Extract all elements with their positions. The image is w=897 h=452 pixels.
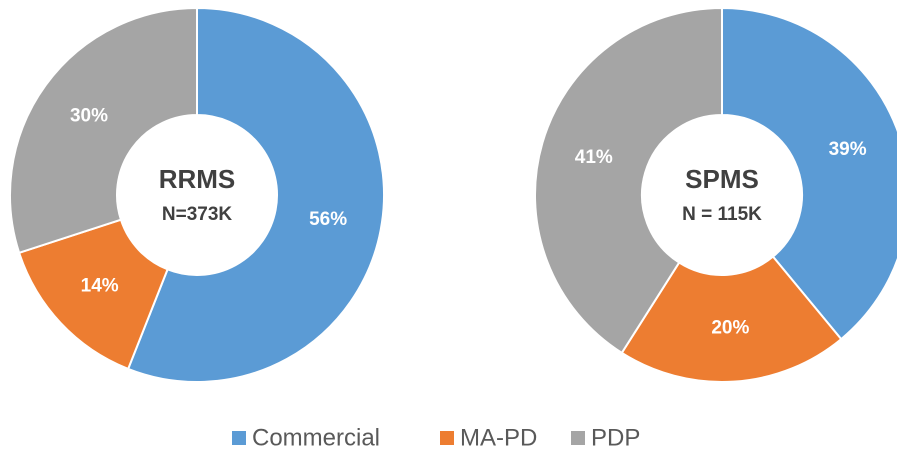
donut-title: SPMS <box>685 164 759 194</box>
legend-label: Commercial <box>252 424 380 451</box>
donut-slice <box>126 6 385 383</box>
slice-label: 30% <box>70 106 108 127</box>
donut-title: RRMS <box>159 164 236 194</box>
legend-swatch <box>232 431 246 445</box>
donut-slice <box>9 6 198 255</box>
donut-subtitle: N=373K <box>162 204 233 225</box>
donut-subtitle: N = 115K <box>682 204 762 225</box>
slice-label: 14% <box>81 275 119 296</box>
legend-swatch <box>571 431 585 445</box>
slice-label: 41% <box>575 147 613 168</box>
legend-swatch <box>440 431 454 445</box>
donut-slice <box>721 6 897 341</box>
legend-label: MA-PD <box>460 424 537 451</box>
legend-label: PDP <box>591 424 640 451</box>
slice-label: 20% <box>711 317 749 338</box>
donut-slice <box>620 255 843 383</box>
slice-label: 39% <box>829 139 867 160</box>
donut-slice <box>17 218 169 371</box>
donut-slice <box>534 6 723 355</box>
slice-label: 56% <box>309 209 347 230</box>
